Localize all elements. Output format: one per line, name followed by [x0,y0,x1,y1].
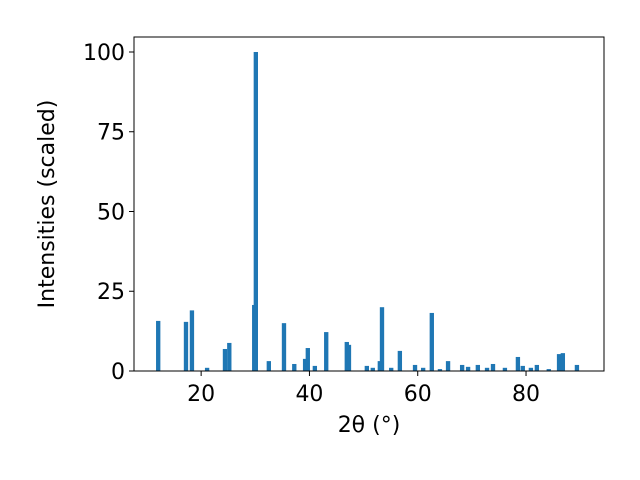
bar [429,312,434,371]
bar [528,367,534,371]
plot-frame [133,36,605,372]
bar [305,348,310,371]
bar [520,365,525,371]
bar [266,361,271,371]
x-tick-label: 20 [187,382,215,407]
bar [346,344,352,371]
y-tick-label: 100 [83,41,125,66]
bar [281,323,287,371]
y-tick-label: 25 [97,280,125,305]
bar [546,369,551,371]
bar [475,364,481,371]
bar [420,367,426,371]
bar [397,350,403,371]
bar [364,365,369,371]
x-axis-label: 2θ (°) [338,413,401,438]
bar [370,367,375,371]
bar [534,364,540,371]
bar [292,363,297,371]
y-tick-label: 0 [111,360,125,385]
bar [379,307,385,371]
y-tick-label: 75 [97,121,125,146]
bar [227,342,232,371]
bar [324,332,329,371]
bar [389,367,394,371]
bar [459,364,465,371]
bar [502,367,508,371]
bar [302,358,308,371]
bar [445,361,451,371]
y-axis-label: Intensities (scaled) [35,100,60,309]
y-tick-label: 50 [97,200,125,225]
bar [222,348,228,371]
bar [156,320,161,371]
bar [189,310,195,371]
bar [412,364,418,371]
x-tick-label: 60 [404,382,432,407]
x-tick-label: 40 [295,382,323,407]
bar [556,354,562,371]
bar [490,363,496,371]
bar [574,364,580,371]
bar [204,367,210,371]
bar [560,353,566,371]
bar [183,321,189,371]
bar [515,356,521,371]
bar [465,366,471,371]
x-tick-label: 80 [512,382,540,407]
bar [484,367,490,371]
bar [312,365,318,371]
bar [437,369,443,371]
bar [253,51,258,371]
